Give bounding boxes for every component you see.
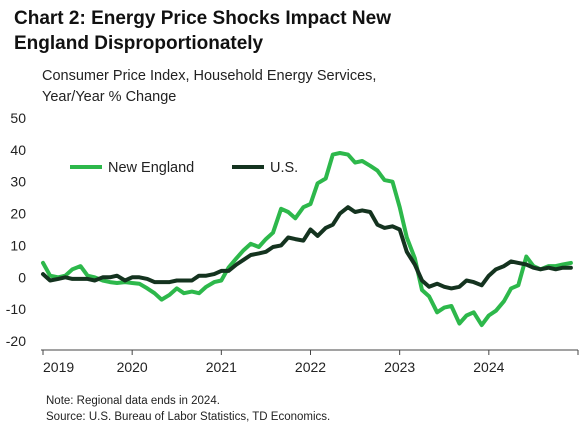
chart-notes: Note: Regional data ends in 2024. Source…	[46, 393, 330, 425]
legend-label: New England	[108, 160, 194, 176]
legend-label: U.S.	[270, 160, 298, 176]
chart-title-line-2: England Disproportionately	[14, 33, 264, 54]
subtitle-line-2: Year/Year % Change	[42, 89, 177, 105]
x-tick-label: 2019	[43, 359, 74, 375]
x-tick-label: 2021	[206, 359, 237, 375]
y-tick-label: 50	[10, 110, 26, 126]
y-tick-label: -20	[6, 333, 26, 349]
chart-title: Chart 2: Energy Price Shocks Impact New …	[14, 6, 554, 56]
y-tick-label: 40	[10, 142, 26, 158]
y-tick-label: -10	[6, 301, 26, 317]
source-text: Source: U.S. Bureau of Labor Statistics,…	[46, 411, 331, 423]
x-tick-label: 2022	[295, 359, 326, 375]
chart-title-line-1: Chart 2: Energy Price Shocks Impact New	[14, 8, 391, 29]
note-text: Note: Regional data ends in 2024.	[46, 395, 220, 407]
chart-series	[41, 151, 573, 328]
subtitle-line-1: Consumer Price Index, Household Energy S…	[42, 68, 377, 84]
series-line-new-england	[41, 151, 573, 328]
series-line-us	[41, 205, 573, 291]
y-tick-label: 0	[18, 269, 26, 285]
x-tick-label: 2024	[473, 359, 504, 375]
y-tick-label: 10	[10, 237, 26, 253]
x-tick-label: 2023	[384, 359, 415, 375]
chart-subtitle: Consumer Price Index, Household Energy S…	[42, 66, 562, 108]
y-tick-label: 20	[10, 206, 26, 222]
y-tick-label: 30	[10, 174, 26, 190]
chart-axes: 50 40 30 20 10 0 -10 -20 2019 2020 2021 2022 2023 202…	[6, 110, 579, 375]
x-tick-label: 2020	[117, 359, 148, 375]
chart-legend: New England U.S.	[70, 160, 298, 176]
